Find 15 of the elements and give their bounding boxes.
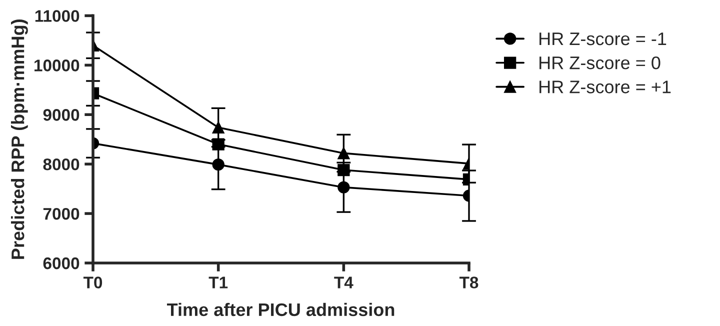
legend-label: HR Z-score = +1 [540, 80, 671, 94]
x-tick-label: T1 [208, 276, 228, 288]
y-tick-label: 11000 [35, 10, 80, 22]
legend-label: HR Z-score = 0 [540, 56, 660, 70]
x-axis-title: Time after PICU admission [166, 302, 394, 316]
legend-label: HR Z-score = -1 [540, 32, 666, 46]
y-tick-label: 7000 [43, 208, 80, 220]
y-tick-label: 9000 [43, 109, 80, 121]
y-tick-label: 6000 [43, 257, 80, 270]
x-tick-label: T8 [459, 276, 478, 288]
x-tick-label: T0 [83, 276, 102, 288]
y-tick-label: 10000 [34, 60, 80, 72]
x-tick-label: T4 [334, 276, 354, 288]
y-axis-title: Predicted RPP (bpm·mmHg) [11, 20, 28, 259]
y-tick-label: 8000 [43, 158, 80, 170]
